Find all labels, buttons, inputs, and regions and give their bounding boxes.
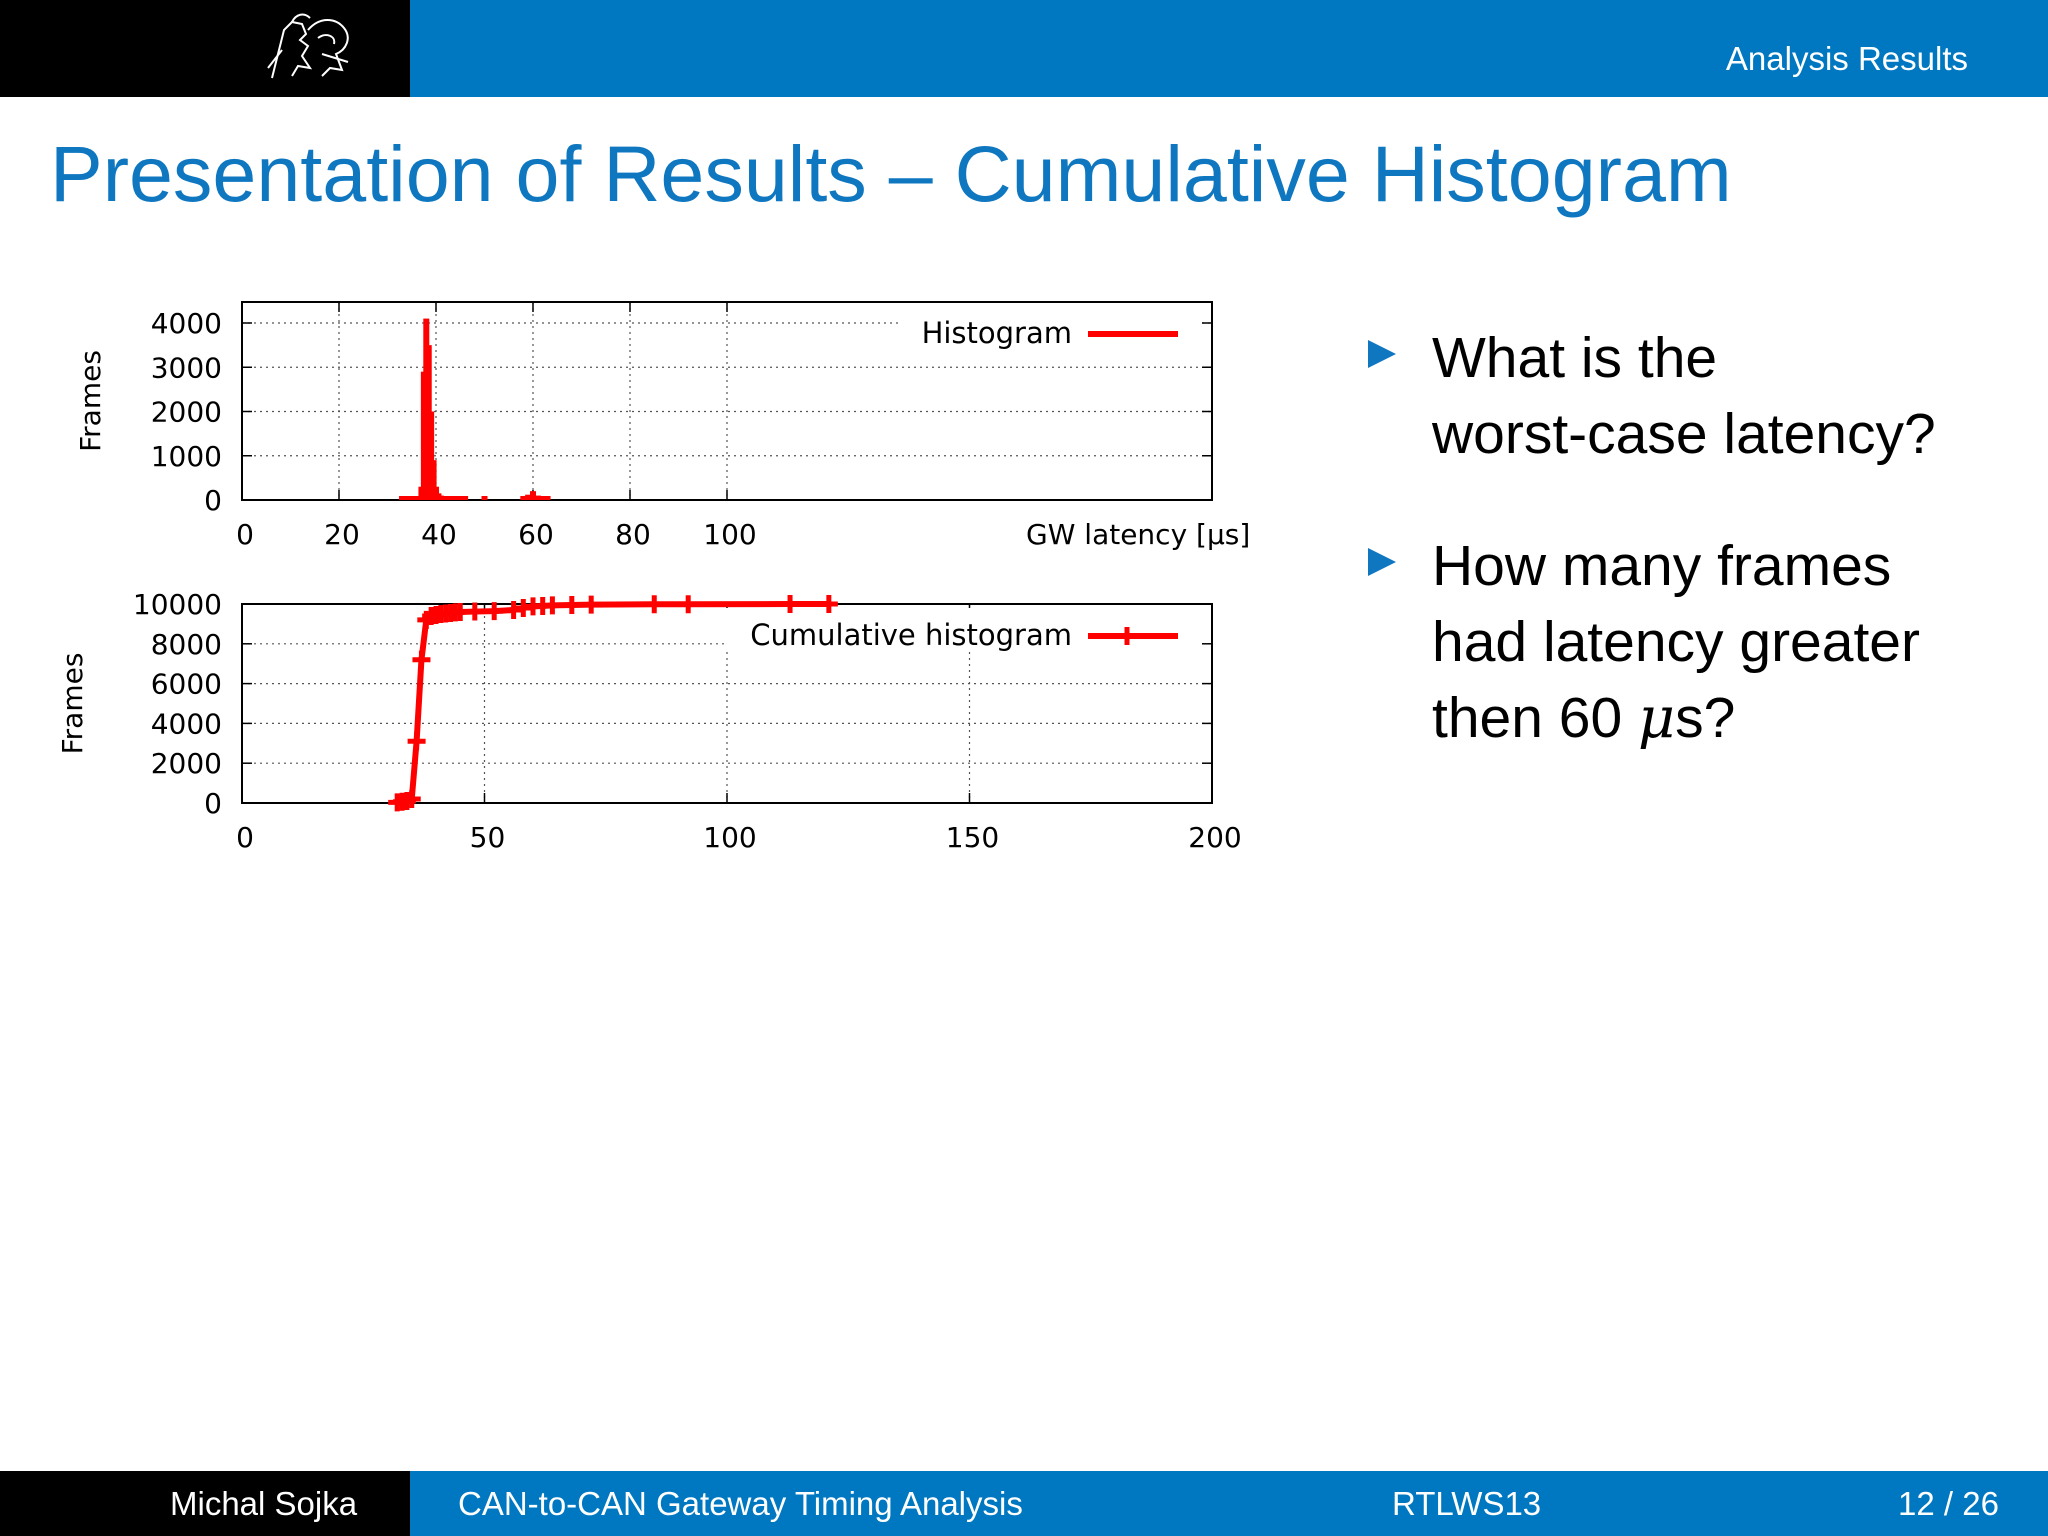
bullet-list: What is the worst-case latency? How many… — [1360, 320, 2020, 812]
logo-panel — [0, 0, 410, 97]
x-tick-label: 100 — [703, 518, 756, 551]
bullet-line: worst-case latency? — [1432, 402, 1936, 466]
cumulative-histogram-chart: 0 2000 4000 6000 8000 10000 0 50 100 150 200 Frames… — [56, 588, 1242, 854]
x-tick-label: 0 — [236, 821, 254, 854]
cumulative-point-marker — [645, 595, 664, 614]
histogram-bar — [428, 411, 435, 500]
y-tick-label: 2000 — [151, 747, 222, 780]
bullet-line: What is the — [1432, 326, 1718, 390]
x-tick-label: 0 — [236, 518, 254, 551]
histogram-bar — [437, 495, 444, 500]
histogram-bar — [481, 496, 488, 500]
y-tick-label: 8000 — [151, 628, 222, 661]
bullet-unit: s? — [1675, 686, 1736, 750]
y-tick-label: 1000 — [151, 440, 222, 473]
y-tick-label: 0 — [204, 484, 222, 517]
x-tick-label: 40 — [421, 518, 457, 551]
cumulative-point-marker — [819, 595, 838, 613]
histogram-bar — [403, 496, 410, 500]
bullet-frames-over-60: How many frames had latency greater then… — [1360, 528, 2020, 756]
histogram-bar — [530, 491, 536, 500]
x-tick-label: 200 — [1188, 821, 1241, 854]
legend-label: Histogram — [922, 316, 1072, 350]
header-bar: Analysis Results — [0, 0, 2048, 97]
section-title: Analysis Results — [1725, 40, 1968, 77]
x-tick-label: 150 — [946, 821, 999, 854]
footer-venue: RTLWS13 — [1392, 1485, 1542, 1522]
cumulative-point-marker — [679, 595, 698, 614]
histogram-bar — [399, 496, 406, 500]
bullet-worst-case: What is the worst-case latency? — [1360, 320, 2020, 472]
histogram-bar — [544, 496, 551, 500]
histogram-bar — [430, 460, 437, 500]
y-tick-label: 4000 — [151, 707, 222, 740]
footer-page-number: 12 / 26 — [1898, 1485, 1999, 1522]
cumulative-point-marker — [407, 732, 426, 751]
cumulative-point-marker — [402, 790, 421, 809]
histogram-bar — [520, 496, 527, 500]
slide-title: Presentation of Results – Cumulative His… — [50, 129, 1732, 218]
plot-frame — [241, 301, 1213, 501]
x-tick-label: 60 — [518, 518, 554, 551]
footer-talk-title: CAN-to-CAN Gateway Timing Analysis — [458, 1485, 1023, 1522]
histogram-bar — [462, 496, 469, 500]
footer-bar: Michal Sojka CAN-to-CAN Gateway Timing A… — [0, 1471, 2048, 1536]
x-tick-label: 20 — [324, 518, 360, 551]
cumulative-point-marker — [412, 650, 431, 669]
histogram-bar — [413, 496, 420, 500]
legend-marker — [1118, 627, 1136, 645]
cumulative-point-marker — [485, 602, 504, 621]
legend-background — [725, 608, 1198, 648]
histogram-bar — [457, 496, 464, 500]
cumulative-point-marker — [562, 595, 581, 614]
cumulative-point-marker — [582, 595, 601, 614]
legend-background — [900, 306, 1198, 346]
legend-label: Cumulative histogram — [750, 618, 1072, 652]
bullet-arrow-icon — [1368, 340, 1396, 368]
y-tick-label: 0 — [204, 787, 222, 820]
footer-author: Michal Sojka — [170, 1485, 358, 1522]
histogram-bar — [447, 496, 454, 500]
x-tick-label: 80 — [615, 518, 651, 551]
bullet-arrow-icon — [1368, 548, 1396, 576]
y-tick-label: 6000 — [151, 668, 222, 701]
histogram-bar — [534, 495, 541, 500]
bullet-line: then 60 — [1432, 686, 1639, 750]
x-tick-label: 100 — [703, 821, 756, 854]
y-axis-label: Frames — [56, 653, 89, 755]
x-axis-label: GW latency [µs] — [1026, 518, 1250, 551]
histogram-bar — [442, 496, 449, 500]
histogram-bar — [408, 496, 415, 500]
cumulative-point-marker — [543, 596, 562, 615]
histogram-bar — [525, 494, 532, 500]
bullet-line: How many frames — [1432, 534, 1892, 598]
footer-author-panel — [0, 1471, 410, 1536]
histogram-bar — [539, 496, 546, 500]
y-tick-label: 2000 — [151, 396, 222, 429]
histogram-bar — [452, 496, 459, 500]
bullet-line: had latency greater — [1432, 610, 1920, 674]
cumulative-point-marker — [781, 595, 800, 614]
x-tick-label: 50 — [470, 821, 506, 854]
y-tick-label: 10000 — [133, 588, 222, 621]
mu-symbol: μ — [1638, 685, 1676, 751]
y-tick-label: 3000 — [151, 351, 222, 384]
y-tick-label: 4000 — [151, 307, 222, 340]
histogram-chart: 0 1000 2000 3000 4000 0 20 40 60 80 100 Frames GW la… — [74, 301, 1250, 551]
cumulative-point-marker — [465, 602, 484, 621]
university-lion-logo-icon — [267, 13, 349, 79]
y-axis-label: Frames — [74, 350, 107, 452]
